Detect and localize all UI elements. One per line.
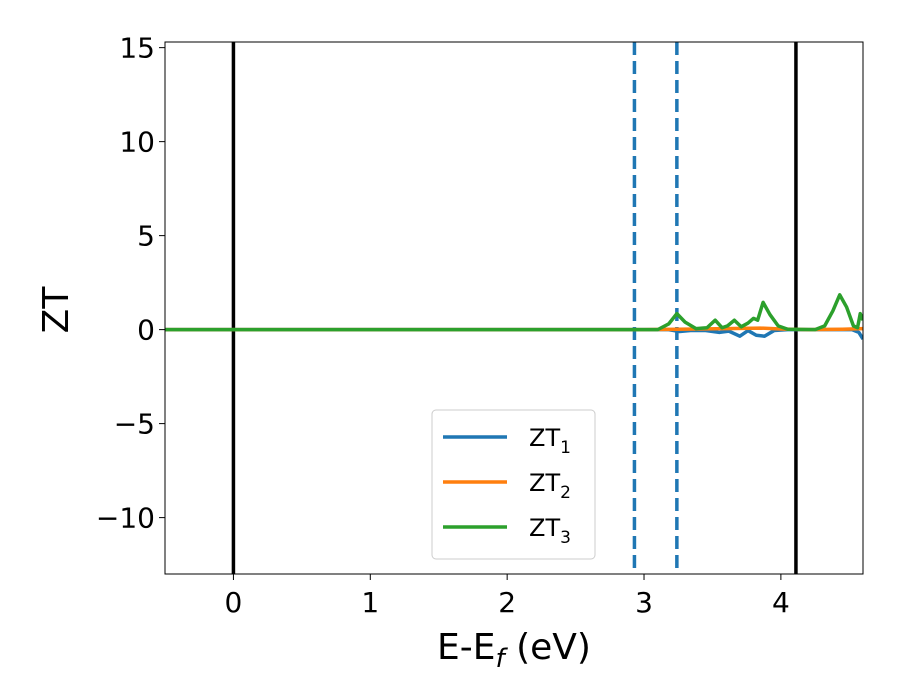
legend-label-zt1: ZT1 xyxy=(529,424,571,458)
reference-lines xyxy=(231,42,798,574)
y-tick-label: −10 xyxy=(96,502,155,535)
x-axis-label: E-Ef (eV) xyxy=(437,627,591,674)
y-tick-label: 0 xyxy=(137,314,155,347)
x-tick-label: 1 xyxy=(361,586,379,619)
y-tick-label: 10 xyxy=(119,126,155,159)
legend-box xyxy=(431,409,596,560)
series-line-zt3 xyxy=(165,293,863,332)
x-axis-ticks: 0 1 2 3 4 xyxy=(225,574,790,619)
y-tick-label: −5 xyxy=(114,408,155,441)
plot-frame xyxy=(164,41,864,575)
y-tick-label: 15 xyxy=(119,32,155,65)
legend: ZT1 ZT2 ZT3 xyxy=(431,409,596,560)
legend-label-zt3: ZT3 xyxy=(529,514,571,548)
series-layer xyxy=(165,293,863,340)
x-tick-label: 2 xyxy=(498,586,516,619)
y-tick-label: 5 xyxy=(137,220,155,253)
x-tick-label: 0 xyxy=(225,586,243,619)
y-axis-ticks: 15 10 5 0 −5 −10 xyxy=(96,32,165,535)
legend-label-zt2: ZT2 xyxy=(529,469,571,503)
x-tick-label: 4 xyxy=(772,586,790,619)
y-axis-label: ZT xyxy=(36,286,77,334)
x-tick-label: 3 xyxy=(635,586,653,619)
